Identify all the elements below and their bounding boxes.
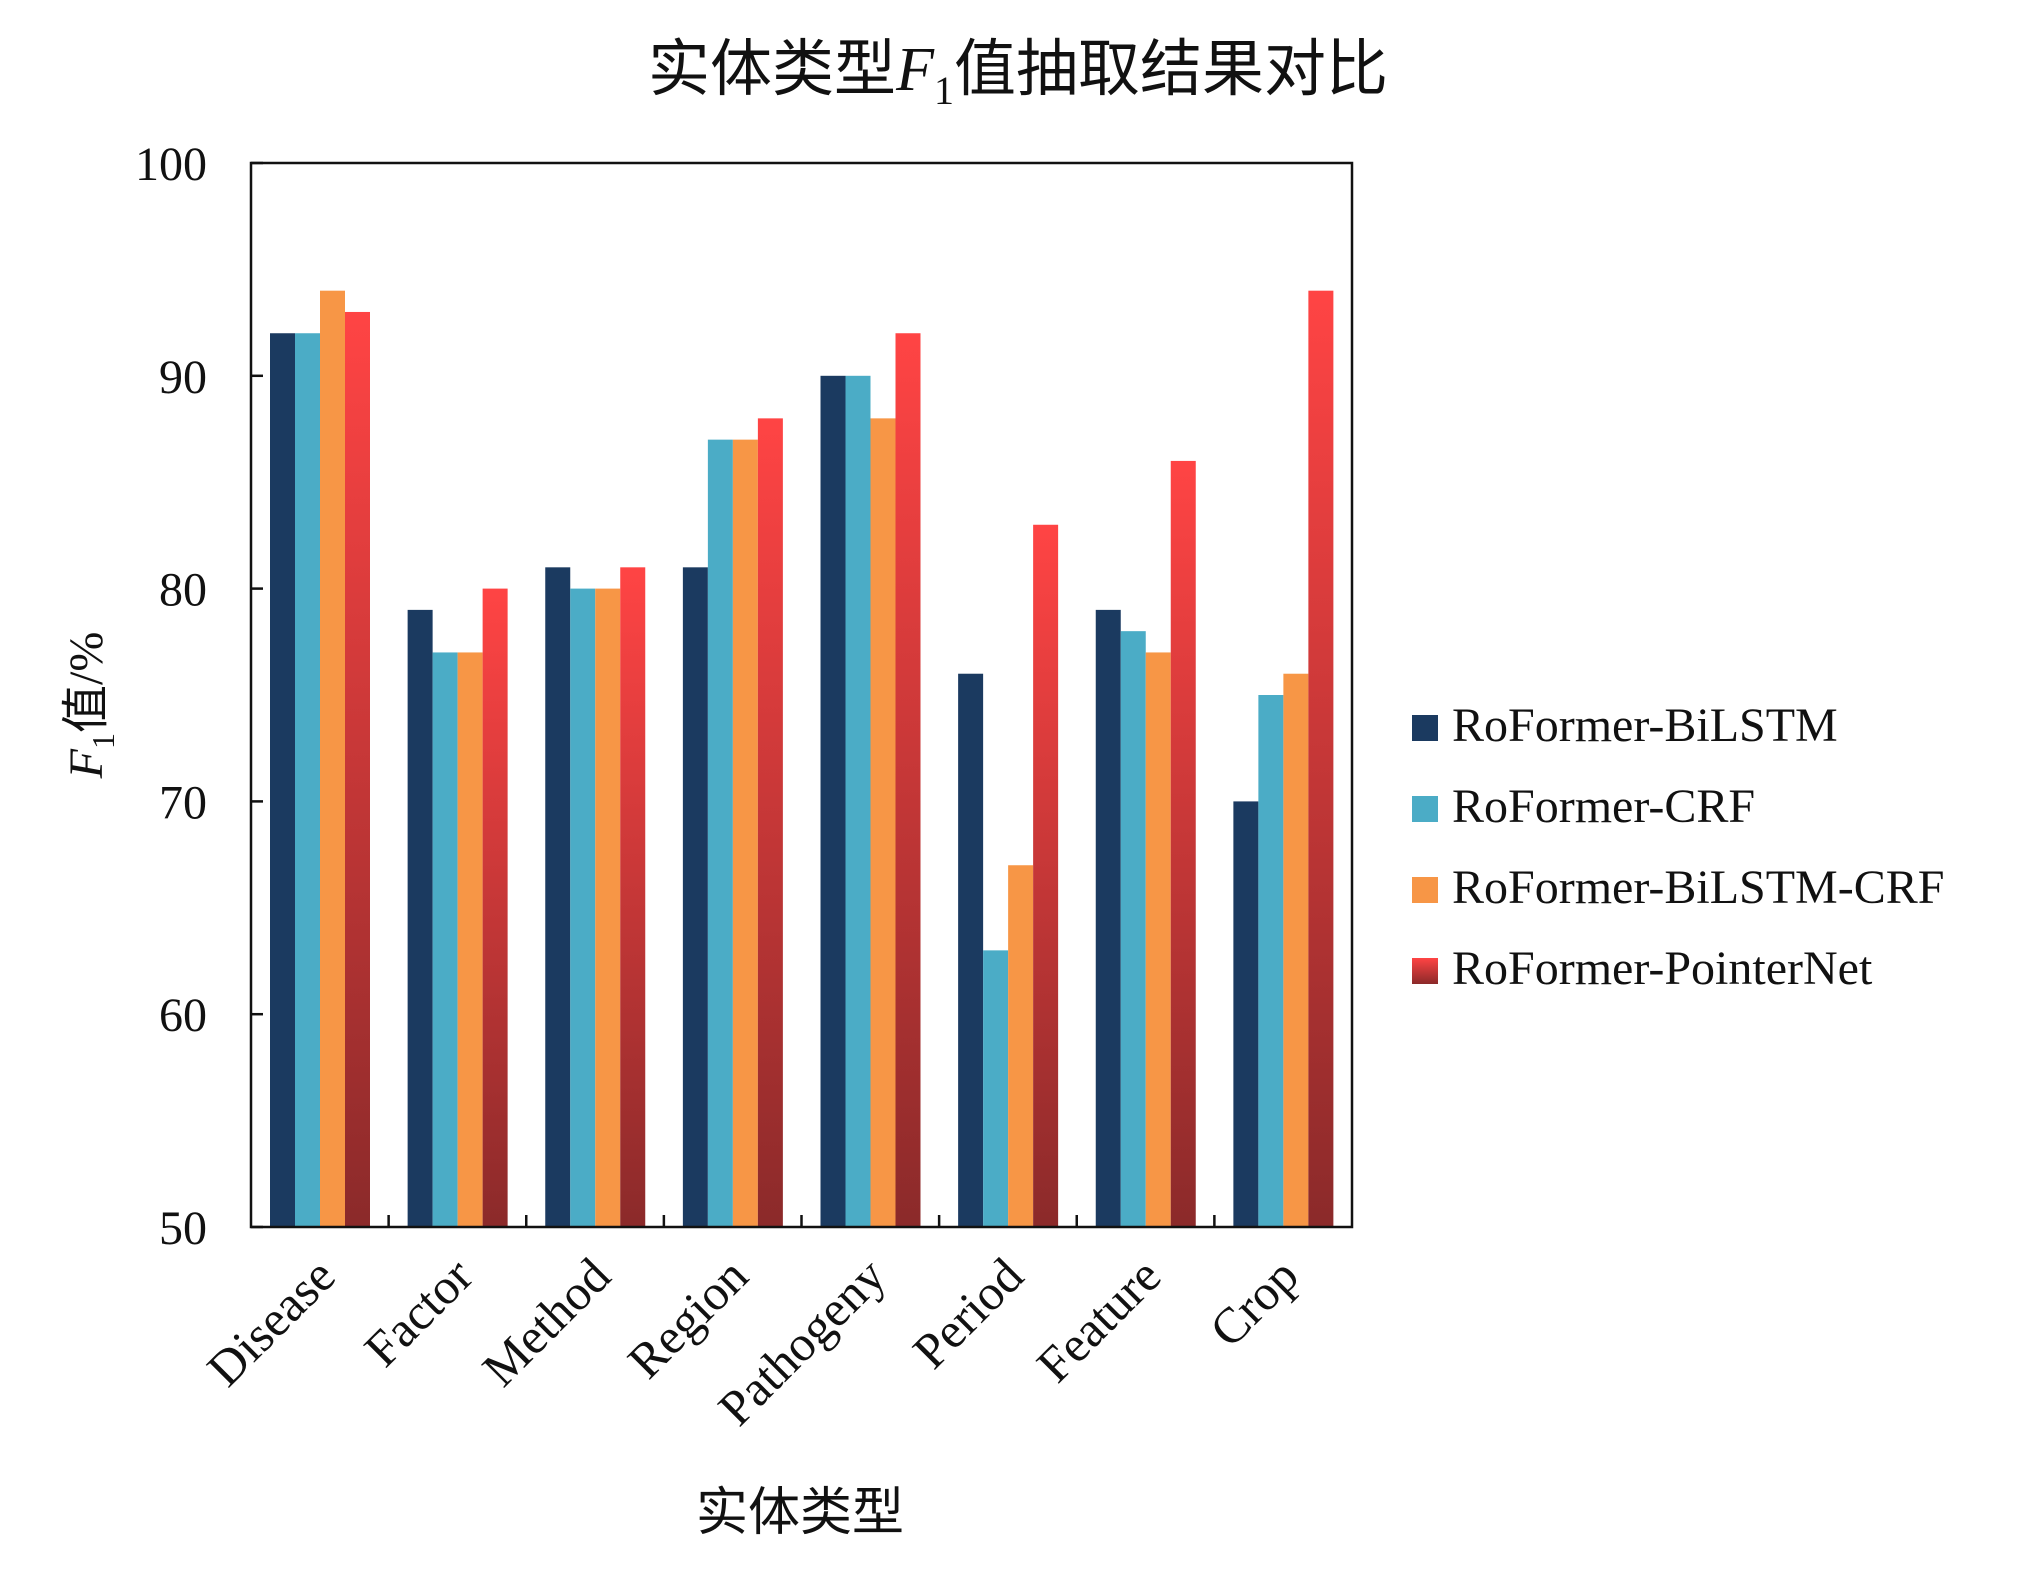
- bar-roformer-bilstm-crop: [1233, 801, 1259, 1227]
- bars-layer: [270, 290, 1334, 1228]
- bar-roformer-bilstm-crf-disease: [320, 290, 345, 1227]
- bar-roformer-bilstm-feature: [1095, 609, 1121, 1227]
- bar-roformer-crf-region: [707, 439, 733, 1227]
- bar-roformer-pointernet-disease: [345, 311, 370, 1228]
- x-tick-label: Factor: [353, 1247, 483, 1377]
- bar-roformer-bilstm-crf-factor: [457, 652, 483, 1227]
- legend-label: RoFormer-CRF: [1452, 780, 1755, 833]
- y-tick-label: 80: [159, 564, 207, 617]
- chart-title: 实体类型F1值抽取结果对比: [648, 36, 1388, 113]
- y-tick-label: 90: [159, 351, 207, 404]
- bar-roformer-bilstm-crf-feature: [1145, 652, 1171, 1227]
- y-tick-label: 70: [159, 776, 207, 829]
- bar-roformer-bilstm-factor: [407, 609, 433, 1227]
- legend: RoFormer-BiLSTM RoFormer-CRF RoFormer-BiLS…: [1412, 699, 1944, 995]
- legend-label: RoFormer-PointerNet: [1452, 942, 1873, 995]
- x-tick-label: Crop: [1199, 1247, 1309, 1357]
- x-tick-label: Feature: [1026, 1247, 1172, 1393]
- bar-roformer-pointernet-factor: [482, 588, 508, 1227]
- bar-roformer-crf-disease: [295, 333, 320, 1227]
- bar-roformer-crf-method: [570, 588, 596, 1227]
- bar-roformer-pointernet-region: [757, 418, 783, 1227]
- bar-roformer-bilstm-crf-pathogeny: [870, 418, 896, 1227]
- bar-roformer-pointernet-period: [1033, 524, 1059, 1227]
- bar-roformer-bilstm-crf-crop: [1283, 673, 1309, 1227]
- bar-roformer-pointernet-feature: [1170, 460, 1196, 1227]
- bar-roformer-bilstm-disease: [270, 333, 295, 1227]
- x-tick-label: Method: [471, 1247, 621, 1397]
- bar-roformer-pointernet-pathogeny: [895, 333, 921, 1227]
- legend-swatch: [1412, 715, 1438, 741]
- legend-label: RoFormer-BiLSTM: [1452, 699, 1838, 752]
- bar-roformer-crf-period: [983, 950, 1009, 1227]
- y-tick-label: 60: [159, 989, 207, 1042]
- plot-frame: [249, 161, 1354, 1229]
- bar-roformer-bilstm-period: [958, 673, 984, 1227]
- legend-swatch: [1412, 877, 1438, 903]
- legend-swatch: [1412, 958, 1438, 984]
- legend-swatch: [1412, 796, 1438, 822]
- bar-roformer-bilstm-crf-period: [1008, 865, 1034, 1227]
- bar-roformer-crf-feature: [1120, 631, 1146, 1227]
- bar-roformer-pointernet-method: [620, 567, 646, 1227]
- y-tick-label: 50: [159, 1202, 207, 1255]
- bar-roformer-bilstm-pathogeny: [820, 375, 846, 1227]
- bar-roformer-crf-pathogeny: [845, 375, 871, 1227]
- x-tick-label: Period: [902, 1247, 1034, 1379]
- y-axis-label: F1值/%: [60, 632, 121, 780]
- x-tick-label: Disease: [196, 1247, 346, 1397]
- bar-roformer-bilstm-region: [682, 567, 708, 1227]
- bar-roformer-crf-crop: [1258, 695, 1284, 1227]
- bar-roformer-bilstm-crf-method: [595, 588, 621, 1227]
- legend-label: RoFormer-BiLSTM-CRF: [1452, 861, 1944, 914]
- y-ticks: 50 60 70 80 90 100: [135, 138, 263, 1255]
- bar-roformer-crf-factor: [432, 652, 458, 1227]
- x-axis-label: 实体类型: [696, 1485, 904, 1542]
- bar-roformer-bilstm-method: [545, 567, 571, 1227]
- y-tick-label: 100: [135, 138, 207, 191]
- bar-roformer-pointernet-crop: [1308, 290, 1334, 1227]
- bar-roformer-bilstm-crf-region: [732, 439, 758, 1227]
